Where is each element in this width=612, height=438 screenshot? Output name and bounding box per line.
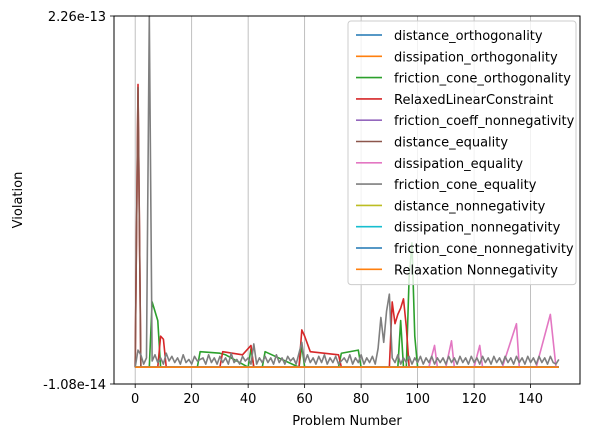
legend-label-relaxedlinearconstraint: RelaxedLinearConstraint [394, 93, 553, 108]
x-tick-label: 0 [131, 392, 139, 407]
y-axis-ticks: -1.08e-14 2.26e-13 [43, 10, 114, 393]
y-tick-label: 2.26e-13 [48, 10, 106, 25]
legend-label-dissipation-nonnegativity: dissipation_nonnegativity [394, 221, 561, 236]
series-lines [134, 15, 560, 369]
x-tick-label: 60 [296, 392, 313, 407]
legend-frame [347, 20, 577, 286]
x-axis-label: Problem Number [292, 414, 402, 429]
legend-label-relaxation-nonnegativity: Relaxation Nonnegativity [394, 263, 558, 278]
plot-area-frame [113, 15, 581, 385]
legend-label-dissipation-orthogonality: dissipation_orthogonality [394, 50, 558, 65]
legend-label-friction-cone-equality: friction_cone_equality [394, 178, 537, 193]
legend: distance_orthogonality dissipation_orthog… [347, 20, 577, 286]
legend-label-dissipation-equality: dissipation_equality [394, 157, 523, 172]
legend-label-friction-coeff-nonnegativity: friction_coeff_nonnegativity [394, 114, 575, 129]
legend-label-distance-orthogonality: distance_orthogonality [394, 29, 543, 44]
series-line-friction-cone-equality [134, 15, 560, 368]
x-tick-label: 100 [405, 392, 430, 407]
x-tick-label: 140 [518, 392, 543, 407]
legend-label-distance-equality: distance_equality [394, 136, 508, 151]
x-tick-label: 40 [240, 392, 257, 407]
legend-label-friction-cone-nonnegativity: friction_cone_nonnegativity [394, 242, 574, 257]
x-tick-label: 120 [462, 392, 487, 407]
legend-label-friction-cone-orthogonality: friction_cone_orthogonality [394, 72, 571, 87]
x-tick-label: 20 [183, 392, 200, 407]
legend-label-distance-nonnegativity: distance_nonnegativity [394, 199, 546, 214]
x-axis-ticks: 0 20 40 60 80 100 120 140 [131, 384, 543, 407]
y-tick-label: -1.08e-14 [43, 378, 106, 393]
x-tick-label: 80 [353, 392, 370, 407]
y-axis-label: Violation [11, 172, 26, 229]
